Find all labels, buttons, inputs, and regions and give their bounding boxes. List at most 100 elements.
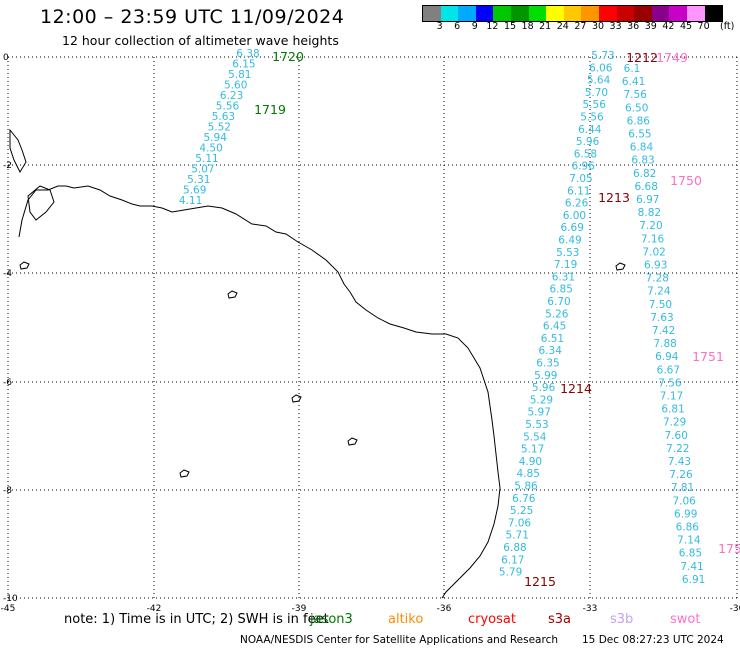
swh-value: 7.02 — [642, 246, 665, 258]
swh-value: 5.99 — [534, 370, 557, 382]
swh-value: 7.42 — [652, 325, 675, 337]
swh-value: 5.54 — [523, 431, 547, 443]
y-tick-label: -8 — [3, 486, 12, 496]
scale-label: 39 — [644, 21, 657, 32]
island — [615, 262, 626, 271]
swh-value: 7.16 — [641, 233, 665, 245]
swh-value: 5.56 — [580, 112, 604, 124]
pass-time-label: 1215 — [524, 574, 556, 589]
page-title: 12:00 – 23:59 UTC 11/09/2024 — [40, 6, 345, 28]
coastline-island — [9, 128, 27, 174]
swh-value: 6.88 — [503, 542, 526, 554]
scale-swatch — [634, 6, 652, 21]
swh-value: 7.81 — [671, 482, 694, 494]
island — [291, 394, 302, 403]
generated-timestamp: 15 Dec 08:27:23 UTC 2024 — [582, 634, 724, 646]
swh-value: 5.81 — [228, 69, 251, 81]
pass-time-label: 1214 — [560, 381, 592, 396]
island — [179, 469, 190, 478]
scale-swatch — [493, 6, 511, 21]
swh-value: 5.53 — [556, 247, 579, 259]
swh-value: 6.26 — [565, 198, 589, 210]
pass-time-label: 175 — [718, 541, 740, 556]
y-tick-label: -10 — [3, 594, 18, 604]
swh-value: 6.1 — [624, 63, 641, 75]
scale-label: 70 — [697, 21, 710, 32]
credit-line: NOAA/NESDIS Center for Satellite Applica… — [240, 634, 558, 646]
scale-swatch — [475, 6, 494, 21]
scale-swatch — [458, 6, 476, 21]
legend-s3b: s3b — [610, 612, 634, 627]
swh-value: 6.69 — [561, 222, 584, 234]
swh-value: 7.29 — [663, 417, 686, 429]
swh-value: 7.56 — [658, 377, 682, 389]
scale-label: 18 — [521, 21, 534, 32]
swh-value: 7.43 — [668, 456, 691, 468]
swh-value: 5.52 — [208, 122, 231, 134]
scale-label: 9 — [471, 21, 478, 32]
swh-value: 6.15 — [232, 59, 255, 71]
swh-value: 6.99 — [674, 508, 697, 520]
swh-value: 6.44 — [578, 124, 602, 136]
y-tick-label: 0 — [3, 53, 9, 63]
swh-value: 5.96 — [576, 136, 600, 148]
swh-value: 7.56 — [623, 89, 647, 101]
swh-value: 6.86 — [676, 522, 700, 534]
swh-value: 7.60 — [665, 430, 688, 442]
scale-label: 15 — [503, 21, 517, 32]
scale-swatch — [616, 6, 635, 21]
swh-value: 7.17 — [660, 391, 683, 403]
swh-value: 6.70 — [547, 296, 570, 308]
pass-time-label: 1751 — [692, 349, 724, 364]
wave-height-color-scale — [422, 5, 724, 22]
swh-value: 6.38 — [236, 48, 259, 60]
swh-value: 5.25 — [510, 505, 533, 517]
legend-s3a: s3a — [548, 612, 572, 627]
x-tick-label: -36 — [437, 604, 452, 614]
swh-value: 6.11 — [567, 185, 590, 197]
swh-value: 5.31 — [187, 174, 210, 186]
swh-value: 6.68 — [635, 181, 658, 193]
pass-time-label: 1720 — [272, 49, 304, 64]
swh-value: 7.50 — [649, 299, 672, 311]
x-tick-label: -42 — [147, 604, 162, 614]
swh-value: 6.50 — [625, 102, 648, 114]
pass-time-label: 1213 — [598, 190, 630, 205]
scale-label: 33 — [609, 21, 622, 32]
swh-value: 5.29 — [530, 394, 553, 406]
swh-value: 5.86 — [514, 481, 538, 493]
island — [347, 437, 358, 446]
swh-value: 5.96 — [532, 382, 556, 394]
scale-swatch — [704, 6, 723, 21]
scale-swatch — [598, 6, 617, 21]
swh-value: 6.93 — [644, 260, 667, 272]
swh-value: 6.45 — [543, 321, 566, 333]
swh-value: 7.26 — [669, 469, 693, 481]
swh-value: 5.56 — [583, 99, 607, 111]
swh-value: 6.23 — [220, 90, 243, 102]
coastline — [18, 185, 501, 599]
scale-swatch — [686, 6, 705, 21]
swh-value: 6.41 — [622, 76, 645, 88]
swh-value: 6.76 — [512, 493, 536, 505]
swh-value: 7.20 — [639, 220, 662, 232]
swh-value: 5.69 — [183, 185, 206, 197]
scale-label: 45 — [679, 21, 693, 32]
scale-label: 27 — [574, 21, 587, 32]
swh-value: 7.06 — [672, 495, 696, 507]
swh-value: 6.83 — [631, 155, 654, 167]
pass-time-label: 1719 — [254, 102, 286, 117]
swh-value: 6.67 — [657, 364, 680, 376]
x-tick-label: -30 — [730, 604, 740, 614]
scale-label: 21 — [539, 21, 552, 32]
swh-value: 5.79 — [499, 567, 522, 579]
swh-value: 7.88 — [653, 338, 676, 350]
swh-value: 6.97 — [636, 194, 659, 206]
scale-swatch — [563, 6, 582, 21]
swh-value: 7.06 — [508, 517, 532, 529]
island — [19, 261, 30, 270]
swh-value: 6.91 — [682, 574, 705, 586]
scale-swatch — [651, 6, 670, 21]
swh-value: 6.31 — [552, 271, 575, 283]
